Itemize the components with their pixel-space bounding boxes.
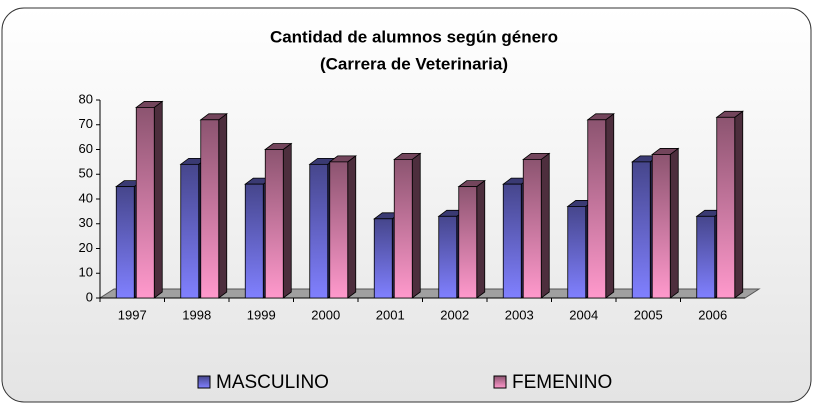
bar bbox=[135, 107, 155, 299]
y-tick-label: 60 bbox=[79, 141, 93, 156]
bar bbox=[567, 206, 587, 299]
bar bbox=[329, 161, 349, 299]
x-tick-label: 2002 bbox=[440, 307, 469, 322]
bar bbox=[587, 119, 607, 299]
bar bbox=[393, 158, 413, 299]
bar bbox=[522, 158, 542, 299]
bar-side bbox=[669, 147, 679, 299]
bar bbox=[438, 215, 458, 299]
x-tick-label: 1998 bbox=[182, 307, 211, 322]
bar bbox=[373, 218, 393, 299]
legend-swatch bbox=[493, 375, 507, 389]
bar-side bbox=[540, 152, 550, 299]
bar bbox=[180, 163, 200, 299]
bar-side bbox=[476, 179, 486, 299]
bar bbox=[651, 154, 671, 299]
bar bbox=[502, 183, 522, 299]
bar-side bbox=[153, 100, 163, 299]
x-tick-label: 1999 bbox=[247, 307, 276, 322]
y-tick-label: 0 bbox=[86, 289, 93, 304]
legend-label: FEMENINO bbox=[512, 372, 612, 393]
bar bbox=[200, 119, 220, 299]
bar-side bbox=[734, 110, 744, 299]
x-tick-label: 2004 bbox=[569, 307, 598, 322]
legend-label: MASCULINO bbox=[216, 372, 329, 393]
y-tick-label: 10 bbox=[79, 265, 93, 280]
y-tick-label: 40 bbox=[79, 190, 93, 205]
x-tick-label: 1997 bbox=[118, 307, 147, 322]
bar bbox=[115, 186, 135, 299]
bar-side bbox=[347, 155, 357, 299]
x-tick-label: 2003 bbox=[505, 307, 534, 322]
bar bbox=[309, 163, 329, 299]
legend-swatch bbox=[197, 375, 211, 389]
chart-title: Cantidad de alumnos según género bbox=[270, 27, 558, 46]
bar-side bbox=[218, 113, 228, 299]
bar-side bbox=[411, 152, 421, 299]
y-tick-label: 50 bbox=[79, 166, 93, 181]
bar bbox=[696, 215, 716, 299]
bar-side bbox=[605, 113, 615, 299]
bar bbox=[244, 183, 264, 299]
bar bbox=[264, 149, 284, 299]
x-tick-label: 2006 bbox=[698, 307, 727, 322]
y-tick-label: 80 bbox=[79, 91, 93, 106]
x-tick-label: 2005 bbox=[634, 307, 663, 322]
bar bbox=[631, 161, 651, 299]
y-tick-label: 20 bbox=[79, 240, 93, 255]
bar bbox=[458, 186, 478, 299]
x-tick-label: 2000 bbox=[311, 307, 340, 322]
bar-side bbox=[282, 142, 292, 299]
y-tick-label: 30 bbox=[79, 215, 93, 230]
x-tick-label: 2001 bbox=[376, 307, 405, 322]
y-tick-label: 70 bbox=[79, 116, 93, 131]
chart-subtitle: (Carrera de Veterinaria) bbox=[320, 54, 508, 73]
bar bbox=[716, 116, 736, 299]
